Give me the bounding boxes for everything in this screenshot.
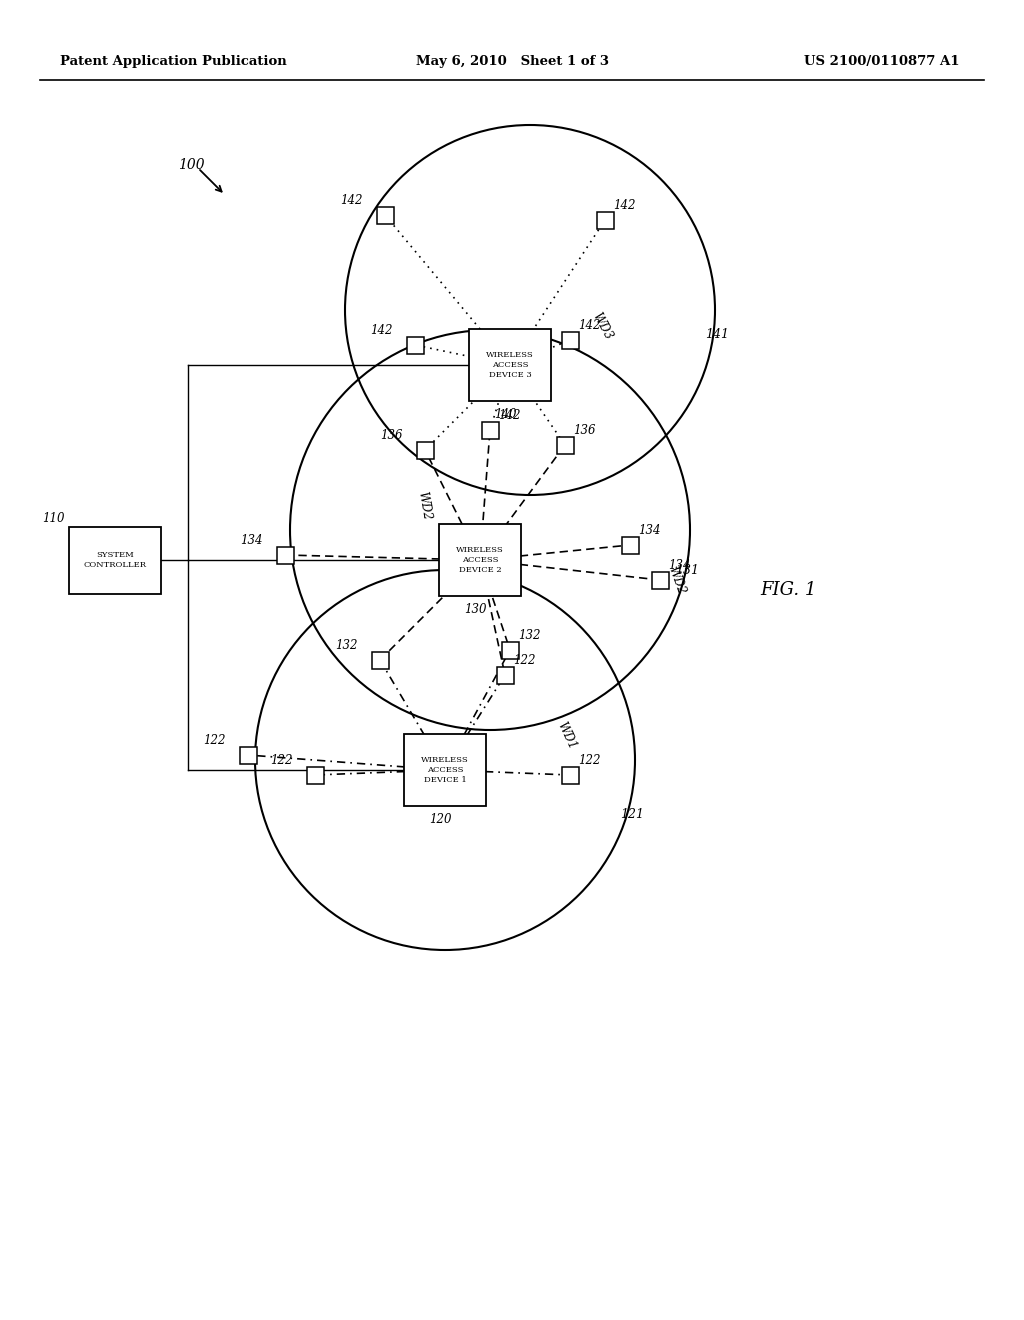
Text: WIRELESS
ACCESS
DEVICE 3: WIRELESS ACCESS DEVICE 3 (486, 351, 534, 379)
Text: 132: 132 (336, 639, 358, 652)
Bar (502, 642, 518, 659)
Text: Patent Application Publication: Patent Application Publication (60, 55, 287, 69)
Text: FIG. 1: FIG. 1 (760, 581, 816, 599)
Text: WIRELESS
ACCESS
DEVICE 2: WIRELESS ACCESS DEVICE 2 (456, 546, 504, 574)
Bar (377, 206, 393, 223)
Bar (556, 437, 573, 454)
Text: US 2100/0110877 A1: US 2100/0110877 A1 (805, 55, 961, 69)
Text: WIRELESS
ACCESS
DEVICE 1: WIRELESS ACCESS DEVICE 1 (421, 756, 469, 784)
Bar (306, 767, 324, 784)
Text: May 6, 2010   Sheet 1 of 3: May 6, 2010 Sheet 1 of 3 (416, 55, 608, 69)
Text: 122: 122 (578, 754, 600, 767)
Text: 110: 110 (43, 512, 65, 525)
Text: 134: 134 (638, 524, 660, 537)
Text: WD1: WD1 (555, 719, 579, 752)
Bar (597, 211, 613, 228)
Bar (481, 421, 499, 438)
Text: 134: 134 (668, 558, 690, 572)
Bar (497, 667, 513, 684)
Text: 130: 130 (464, 603, 486, 616)
Bar (651, 572, 669, 589)
Text: 142: 142 (578, 319, 600, 333)
Text: WD2: WD2 (415, 490, 433, 521)
Text: 100: 100 (178, 158, 205, 172)
FancyBboxPatch shape (439, 524, 521, 597)
Bar (407, 337, 424, 354)
Bar (372, 652, 388, 668)
Text: 121: 121 (620, 808, 644, 821)
Bar (276, 546, 294, 564)
Text: 122: 122 (204, 734, 226, 747)
Text: 136: 136 (573, 424, 596, 437)
FancyBboxPatch shape (69, 527, 161, 594)
Text: 131: 131 (675, 564, 699, 577)
Text: 122: 122 (513, 653, 536, 667)
Text: 122: 122 (270, 754, 293, 767)
Text: WD3: WD3 (590, 310, 615, 342)
FancyBboxPatch shape (469, 329, 551, 401)
Text: 140: 140 (494, 408, 516, 421)
Text: 142: 142 (341, 194, 362, 207)
Text: 136: 136 (381, 429, 403, 442)
Text: 120: 120 (429, 813, 452, 826)
Text: 142: 142 (371, 323, 393, 337)
Text: 132: 132 (518, 630, 541, 642)
Text: 142: 142 (613, 199, 636, 213)
Text: WD2: WD2 (665, 565, 687, 597)
Text: 134: 134 (241, 535, 263, 546)
Text: SYSTEM
CONTROLLER: SYSTEM CONTROLLER (84, 552, 146, 569)
Bar (561, 767, 579, 784)
FancyBboxPatch shape (404, 734, 486, 807)
Text: 142: 142 (498, 409, 520, 422)
Text: 141: 141 (705, 329, 729, 342)
Bar (561, 331, 579, 348)
Bar (240, 747, 256, 763)
Bar (417, 441, 433, 458)
Bar (622, 536, 639, 553)
